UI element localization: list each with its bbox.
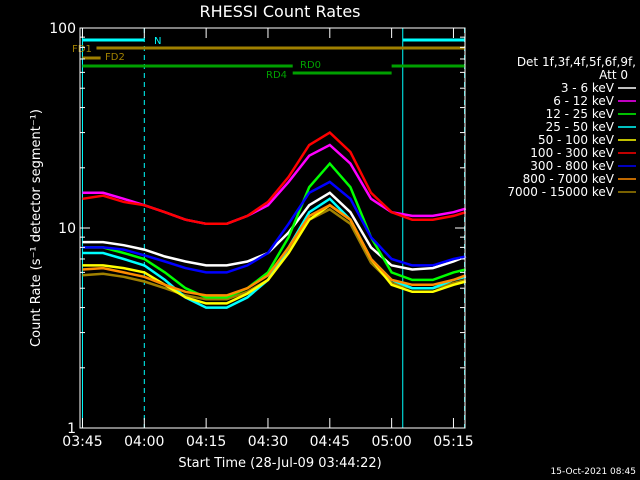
legend-label: 100 - 300 keV bbox=[530, 146, 614, 160]
plot-frame bbox=[79, 27, 466, 429]
legend-label: 6 - 12 keV bbox=[553, 94, 615, 108]
state-label: RD4 bbox=[266, 70, 287, 81]
series-line bbox=[82, 197, 467, 309]
x-axis-label: Start Time (28-Jul-09 03:44:22) bbox=[178, 456, 381, 471]
y-tick-label: 1 bbox=[67, 421, 76, 437]
y-axis-label: Count Rate (s⁻¹ detector segment⁻¹) bbox=[29, 109, 44, 347]
legend-label: 50 - 100 keV bbox=[538, 133, 615, 147]
x-tick-label: 05:00 bbox=[371, 434, 411, 450]
series-line bbox=[82, 203, 467, 305]
legend-label: 3 - 6 keV bbox=[561, 81, 615, 95]
series-line bbox=[82, 161, 467, 299]
x-tick-label: 04:00 bbox=[124, 434, 164, 450]
chart-title: RHESSI Count Rates bbox=[200, 2, 361, 21]
series-line bbox=[82, 180, 467, 274]
series-line bbox=[82, 143, 467, 226]
state-label: N bbox=[154, 36, 161, 47]
y-tick-label: 100 bbox=[49, 21, 76, 37]
series-line bbox=[82, 131, 467, 226]
state-label: FD2 bbox=[105, 52, 125, 63]
series-line bbox=[82, 191, 467, 271]
legend-title: Att 0 bbox=[599, 68, 628, 82]
legend-label: 300 - 800 keV bbox=[530, 159, 614, 173]
state-label: RD0 bbox=[300, 60, 321, 71]
x-tick-label: 04:15 bbox=[186, 434, 226, 450]
x-tick-label: 03:45 bbox=[62, 434, 102, 450]
legend-title: Det 1f,3f,4f,5f,6f,9f, bbox=[517, 55, 636, 69]
x-tick-label: 04:30 bbox=[248, 434, 288, 450]
x-tick-label: 05:15 bbox=[433, 434, 473, 450]
legend-label: 800 - 7000 keV bbox=[523, 172, 615, 186]
series-line bbox=[82, 203, 467, 297]
footer: 15-Oct-2021 08:45 bbox=[551, 467, 636, 477]
state-label: FD1 bbox=[72, 44, 92, 55]
legend-label: 25 - 50 keV bbox=[546, 120, 615, 134]
x-tick-label: 04:45 bbox=[310, 434, 350, 450]
legend-label: 7000 - 15000 keV bbox=[507, 185, 614, 199]
legend-label: 12 - 25 keV bbox=[546, 107, 615, 121]
y-tick-label: 10 bbox=[58, 221, 76, 237]
